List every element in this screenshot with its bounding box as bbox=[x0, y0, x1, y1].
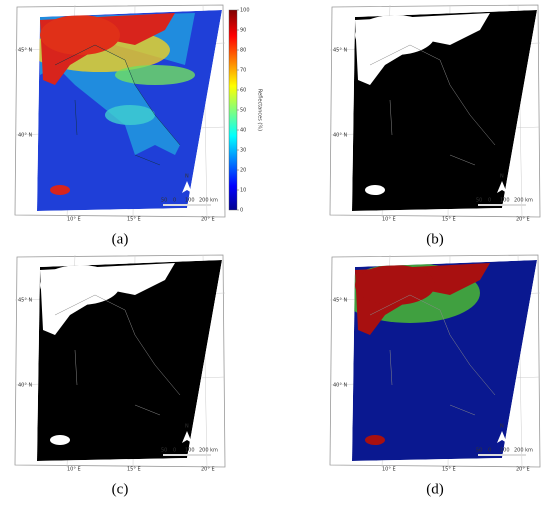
map-background bbox=[37, 260, 222, 461]
cloud-mask bbox=[40, 15, 120, 55]
scale-bar bbox=[478, 454, 526, 456]
lat-label: 40° N bbox=[18, 383, 32, 389]
colorbar-tick-label: 60 bbox=[240, 88, 246, 94]
scale-label: 200 km bbox=[199, 198, 218, 204]
map-panel: 45° N 40° N 10° E 15° E 20° E 50 0 100 200 km N bbox=[329, 254, 541, 473]
panel-label: (a) bbox=[112, 231, 129, 247]
lon-label: 20° E bbox=[201, 217, 215, 223]
north-arrow bbox=[182, 431, 192, 443]
cloud-mask bbox=[355, 15, 435, 55]
scale-label: 50 bbox=[476, 198, 482, 204]
colorbar-tick-label: 90 bbox=[240, 28, 246, 34]
north-arrow bbox=[497, 431, 507, 443]
coastline bbox=[54, 294, 181, 416]
lat-label: 45° N bbox=[333, 298, 347, 304]
colorbar-tick-label: 20 bbox=[240, 168, 246, 174]
scale-label: 100 bbox=[500, 198, 510, 204]
lat-label: 45° N bbox=[18, 298, 32, 304]
cloud bbox=[115, 65, 195, 85]
scale-label: 0 bbox=[488, 448, 491, 454]
cloud-mask bbox=[365, 185, 385, 195]
lon-label: 10° E bbox=[382, 217, 396, 223]
scale-label: 200 km bbox=[514, 448, 533, 454]
cloud-mask bbox=[355, 265, 435, 305]
colorbar-tick-label: 0 bbox=[240, 208, 243, 214]
cloud-mask bbox=[40, 265, 120, 305]
scale-label: 50 bbox=[161, 448, 167, 454]
colorbar-tick-label: 30 bbox=[240, 148, 246, 154]
scale-label: 0 bbox=[173, 448, 176, 454]
lon-label: 20° E bbox=[516, 217, 530, 223]
lon-label: 20° E bbox=[516, 467, 530, 473]
scale-bar bbox=[163, 454, 211, 456]
cloud bbox=[105, 105, 155, 125]
lon-label: 20° E bbox=[201, 467, 215, 473]
colorbar-tick-label: 80 bbox=[240, 48, 246, 54]
north-arrow bbox=[182, 181, 192, 193]
map-panel: 45° N 40° N 10° E 15° E 20° E 50 0 100 200 km N bbox=[329, 4, 541, 223]
cloud-mask bbox=[50, 185, 70, 195]
lon-label: 10° E bbox=[67, 467, 81, 473]
panel-label: (c) bbox=[112, 481, 129, 497]
panel-label: (b) bbox=[426, 231, 444, 247]
colorbar-tick-label: 10 bbox=[240, 188, 246, 194]
scale-label: 100 bbox=[500, 448, 510, 454]
lat-label: 40° N bbox=[18, 133, 32, 139]
scale-bar bbox=[163, 204, 211, 206]
north-arrow bbox=[497, 181, 507, 193]
lat-label: 40° N bbox=[333, 133, 347, 139]
colorbar-tick-label: 40 bbox=[240, 128, 246, 134]
colorbar-tick-label: 70 bbox=[240, 68, 246, 74]
scale-label: 200 km bbox=[199, 448, 218, 454]
scale-label: 50 bbox=[476, 448, 482, 454]
colorbar-tick-label: 100 bbox=[240, 8, 250, 14]
cloud-mask bbox=[365, 435, 385, 445]
scale-label: 0 bbox=[173, 198, 176, 204]
lon-label: 15° E bbox=[127, 217, 141, 223]
scale-bar bbox=[478, 204, 526, 206]
lon-label: 10° E bbox=[67, 217, 81, 223]
north-label: N bbox=[185, 424, 189, 430]
map-background bbox=[352, 10, 537, 211]
lat-label: 45° N bbox=[333, 48, 347, 54]
colorbar-label: Reflectances (%) bbox=[257, 89, 263, 131]
map-panel: 45° N 40° N 10° E 15° E 20° E 50 0 100 200 km N bbox=[14, 254, 226, 473]
panel-label: (d) bbox=[426, 481, 444, 497]
scale-label: 50 bbox=[161, 198, 167, 204]
colorbar bbox=[228, 9, 238, 211]
lon-label: 15° E bbox=[127, 467, 141, 473]
scale-label: 200 km bbox=[514, 198, 533, 204]
coastline bbox=[369, 294, 496, 416]
north-label: N bbox=[500, 424, 504, 430]
map-data bbox=[37, 10, 222, 211]
cloud-mask bbox=[50, 435, 70, 445]
scale-label: 0 bbox=[488, 198, 491, 204]
lat-label: 40° N bbox=[333, 383, 347, 389]
scale-label: 100 bbox=[185, 448, 195, 454]
map-data bbox=[352, 10, 537, 211]
scale-label: 100 bbox=[185, 198, 195, 204]
map-data bbox=[352, 260, 537, 461]
coastline bbox=[369, 44, 496, 166]
north-label: N bbox=[185, 174, 189, 180]
colorbar-tick-label: 50 bbox=[240, 108, 246, 114]
lon-label: 15° E bbox=[442, 217, 456, 223]
lon-label: 15° E bbox=[442, 467, 456, 473]
map-data bbox=[37, 260, 222, 461]
coastline bbox=[54, 44, 181, 166]
north-label: N bbox=[500, 174, 504, 180]
map-panel: 45° N 40° N 10° E 15° E 20° E 50 0 100 200 km N bbox=[14, 4, 226, 223]
lon-label: 10° E bbox=[382, 467, 396, 473]
lat-label: 45° N bbox=[18, 48, 32, 54]
